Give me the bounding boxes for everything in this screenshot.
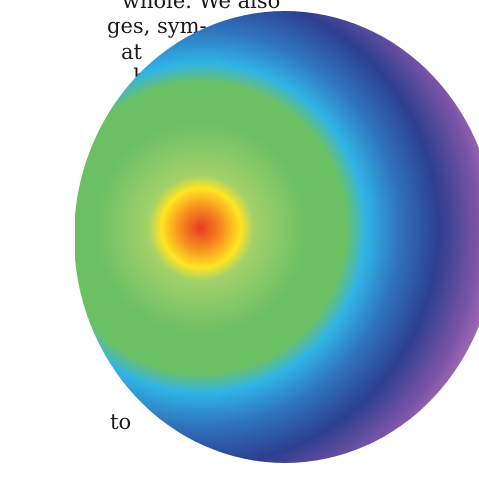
- gradient-ellipse: [75, 11, 479, 463]
- radial-gradient-figure: [75, 11, 479, 463]
- text-fragment-line-5: to: [110, 410, 132, 434]
- text-fragment-line-2: ges, sym-: [107, 14, 207, 38]
- text-fragment-line-1: whole. We also: [122, 0, 281, 13]
- text-fragment-line-3: at: [121, 40, 142, 64]
